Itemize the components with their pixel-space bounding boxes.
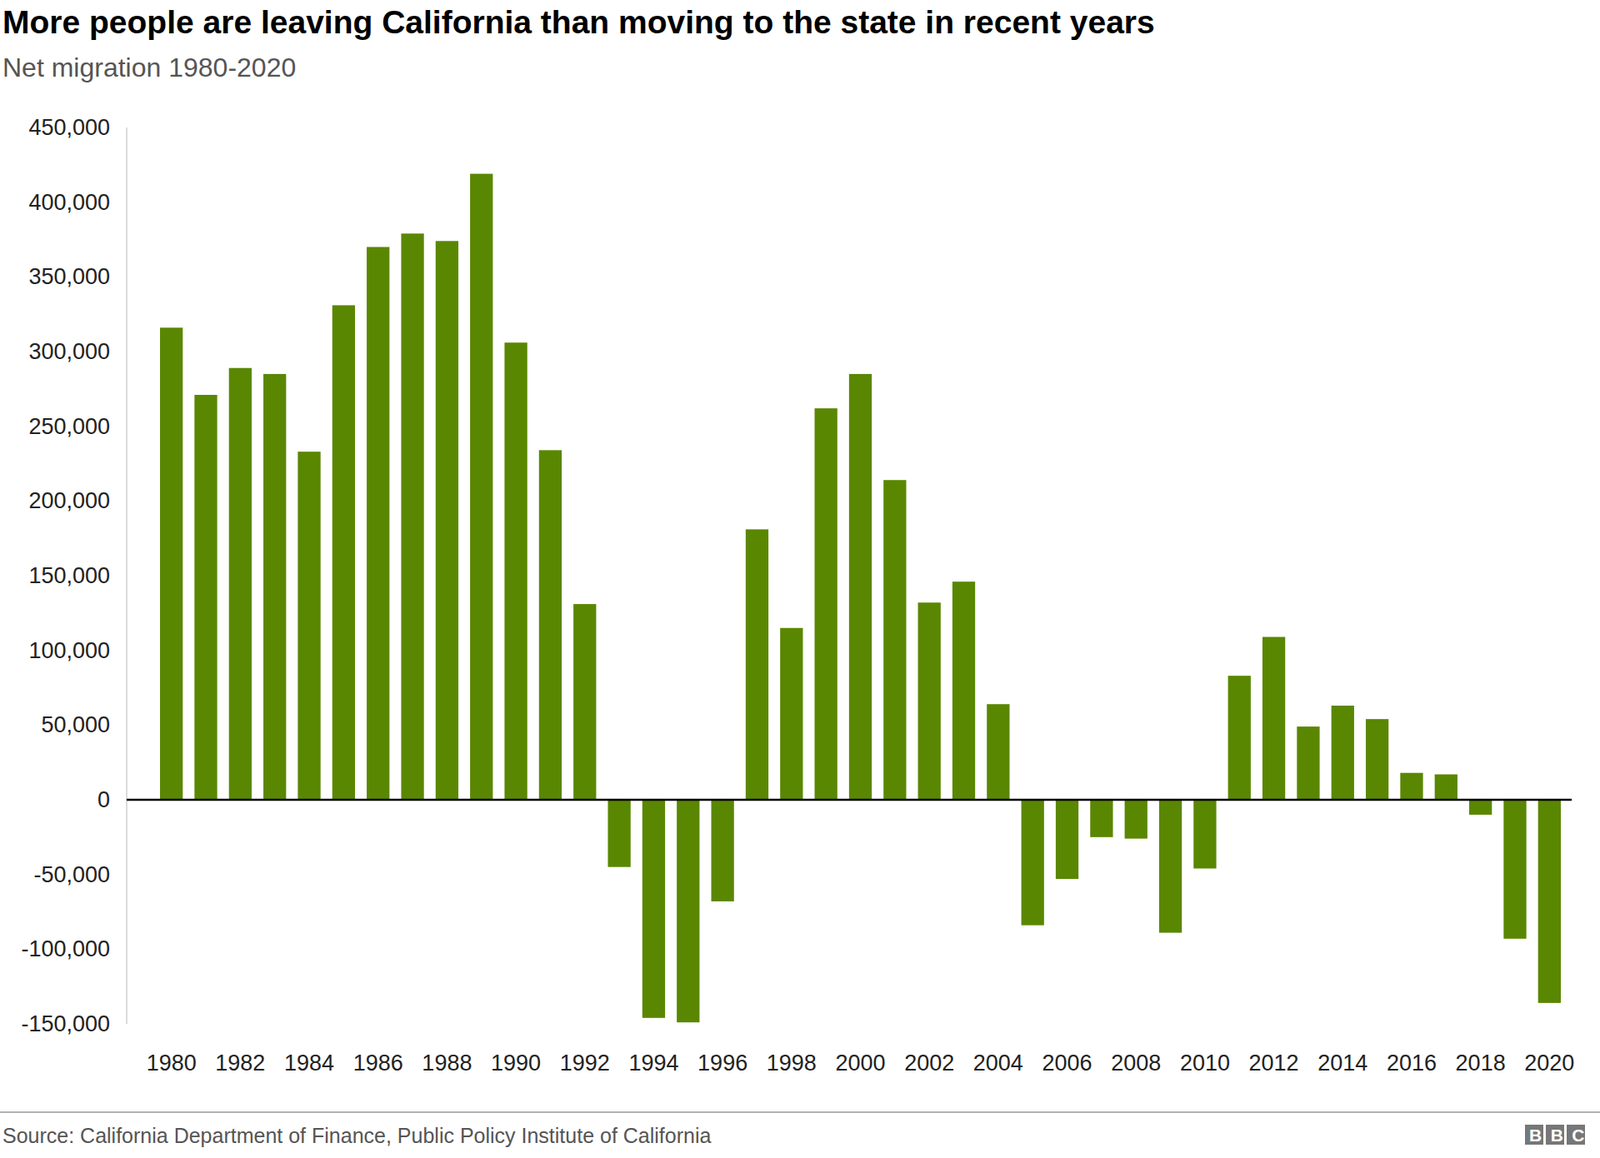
x-tick-label: 2004 [973, 1050, 1024, 1076]
bar [539, 450, 562, 800]
title: More people are leaving California than … [2, 4, 1155, 40]
bar [573, 604, 596, 800]
bar [504, 342, 527, 800]
x-tick-label: 2018 [1455, 1050, 1506, 1076]
y-tick-label: 250,000 [28, 414, 110, 440]
bar [745, 529, 769, 800]
logo: BBC [1529, 1125, 1594, 1145]
bar [1469, 800, 1492, 815]
source: Source: California Department of Finance… [2, 1124, 711, 1148]
bar [676, 800, 700, 1023]
x-tick-label: 1988 [421, 1050, 472, 1076]
x-tick-label: 1996 [697, 1050, 748, 1076]
bar [815, 408, 838, 800]
bar [1296, 726, 1320, 800]
x-tick-label: 1998 [766, 1050, 817, 1076]
x-tick-label: 2014 [1317, 1050, 1368, 1076]
bar [607, 800, 630, 868]
y-tick-label: -150,000 [20, 1011, 110, 1037]
x-tick-label: 1990 [490, 1050, 541, 1076]
bar [263, 374, 286, 800]
bar [1090, 800, 1113, 838]
bar [952, 581, 975, 800]
x-tick-label: 1984 [284, 1050, 335, 1076]
bar [400, 233, 424, 800]
chart: More people are leaving California than … [0, 0, 1600, 1158]
bar [332, 305, 355, 800]
bar [160, 327, 183, 800]
y-tick-label: 200,000 [28, 488, 110, 514]
x-tick-label: 1986 [353, 1050, 404, 1076]
bar [1159, 800, 1182, 934]
bar [1331, 705, 1355, 800]
bar [1228, 675, 1251, 800]
x-tick-label: 1992 [560, 1050, 610, 1076]
bar [1435, 775, 1458, 800]
bar [1055, 800, 1079, 880]
bar [642, 800, 665, 1019]
bar [470, 174, 493, 800]
bar [229, 368, 252, 800]
y-tick-label: 50,000 [40, 712, 110, 738]
bar [1503, 800, 1526, 940]
bar [849, 374, 872, 800]
x-tick-label: 1994 [628, 1050, 679, 1076]
x-tick-label: 2020 [1524, 1050, 1575, 1076]
y-tick-label: 450,000 [28, 115, 110, 140]
x-tick-label: 1980 [146, 1050, 197, 1076]
y-tick-label: 350,000 [28, 264, 110, 290]
bar [1538, 800, 1561, 1004]
bar [1400, 773, 1423, 800]
zero-line [126, 799, 1572, 802]
x-tick-label: 2000 [835, 1050, 885, 1076]
bars [160, 174, 1561, 1024]
x-tick-label: 2008 [1110, 1050, 1161, 1076]
subtitle: Net migration 1980-2020 [2, 52, 296, 83]
x-tick-label: 2012 [1249, 1050, 1300, 1076]
y-tick-label: -100,000 [20, 936, 110, 962]
bar [1021, 800, 1045, 926]
y-tick-label: 400,000 [28, 190, 110, 215]
y-tick-label: 100,000 [28, 638, 110, 664]
bar [297, 451, 320, 800]
bar [918, 602, 941, 800]
bar [986, 704, 1010, 800]
y-tick-label: 0 [97, 787, 110, 813]
footer-rule [0, 1111, 1600, 1114]
y-tick-label: 300,000 [28, 339, 110, 365]
x-tick-label: 1982 [215, 1050, 265, 1076]
x-tick-label: 2010 [1180, 1050, 1230, 1076]
bar [1125, 800, 1148, 840]
y-tick-label: 150,000 [28, 563, 110, 589]
bar [1262, 637, 1285, 800]
bar [366, 246, 390, 800]
bar [883, 480, 906, 800]
bar [780, 628, 803, 800]
y-axis-line [125, 127, 128, 1025]
y-tick-label: -50,000 [33, 862, 110, 888]
x-tick-label: 2016 [1386, 1050, 1437, 1076]
bar [435, 240, 459, 800]
bar [1193, 800, 1216, 869]
bar [710, 800, 734, 902]
bar [194, 395, 217, 800]
x-tick-label: 2002 [904, 1050, 955, 1076]
x-tick-label: 2006 [1042, 1050, 1093, 1076]
bar [1365, 719, 1389, 800]
